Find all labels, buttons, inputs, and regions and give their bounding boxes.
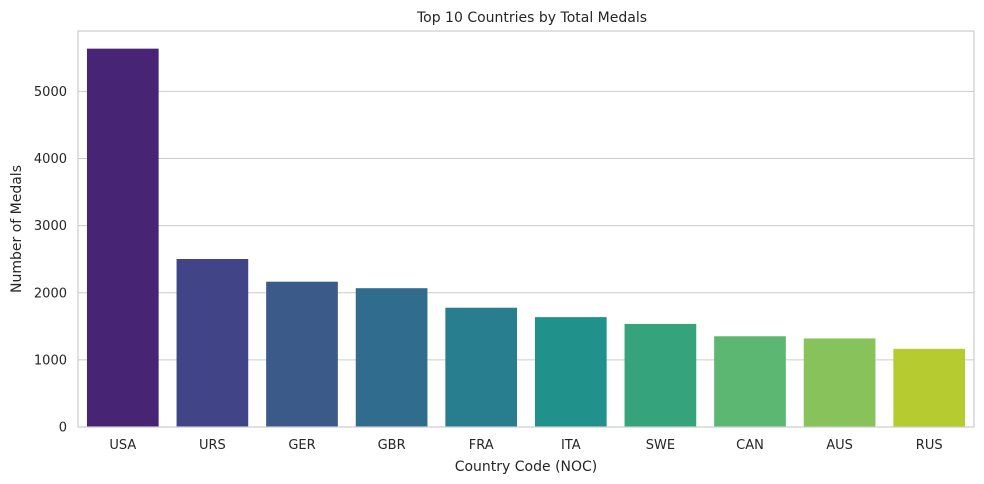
plot-frame — [77, 30, 975, 428]
bar-urs — [176, 259, 249, 427]
y-tick-label: 5000 — [34, 85, 67, 100]
x-tick-label-rus: RUS — [916, 438, 943, 453]
bar-fra — [445, 307, 518, 427]
x-tick-labels: USA URS GER GBR FRA ITA SWE CAN AUS RUS — [109, 438, 942, 453]
y-tick-label: 2000 — [34, 286, 67, 301]
bars — [86, 48, 966, 428]
y-tick-label: 4000 — [34, 152, 67, 167]
x-axis-label: Country Code (NOC) — [455, 459, 598, 475]
y-tick-label: 0 — [59, 421, 67, 436]
y-tick-label: 3000 — [34, 219, 67, 234]
bar-rus — [893, 348, 966, 427]
y-axis-label: Number of Medals — [9, 165, 25, 293]
x-tick-label-fra: FRA — [469, 438, 494, 453]
y-tick-label: 1000 — [34, 353, 67, 368]
bar-ita — [534, 317, 607, 427]
bar-can — [714, 336, 786, 427]
x-tick-label-ita: ITA — [561, 438, 581, 453]
y-tick-labels: 0 1000 2000 3000 4000 5000 — [34, 85, 67, 436]
bar-ger — [266, 281, 338, 427]
bar-aus — [803, 338, 876, 427]
x-tick-label-urs: URS — [199, 438, 226, 453]
x-tick-label-usa: USA — [109, 438, 136, 453]
x-tick-label-can: CAN — [736, 438, 764, 453]
bar-gbr — [355, 288, 428, 427]
bar-swe — [624, 323, 697, 427]
chart-title: Top 10 Countries by Total Medals — [416, 10, 647, 26]
bar-usa — [86, 48, 159, 428]
x-tick-label-aus: AUS — [826, 438, 853, 453]
x-tick-label-swe: SWE — [646, 438, 675, 453]
x-tick-label-gbr: GBR — [378, 438, 406, 453]
x-tick-label-ger: GER — [288, 438, 315, 453]
